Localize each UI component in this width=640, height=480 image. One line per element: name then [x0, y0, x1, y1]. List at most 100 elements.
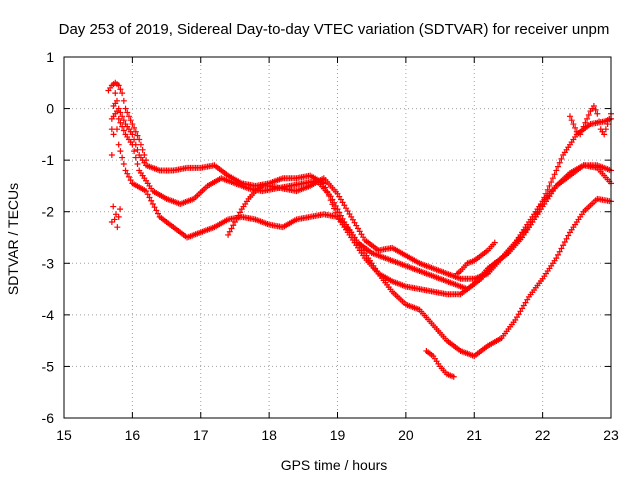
chart-title: Day 253 of 2019, Sidereal Day-to-day VTE…: [59, 21, 610, 38]
x-tick-label: 17: [193, 427, 209, 443]
data-point: [592, 106, 599, 113]
data-point: [114, 224, 121, 231]
series-track-6: [108, 203, 124, 231]
data-point: [555, 163, 562, 170]
data-point: [120, 161, 127, 168]
data-point: [113, 126, 120, 133]
data-point: [604, 121, 611, 128]
x-tick-label: 23: [603, 427, 619, 443]
data-point: [568, 117, 575, 124]
data-point: [334, 206, 341, 213]
data-point: [117, 86, 124, 93]
y-tick-label: -5: [42, 358, 55, 374]
data-point: [596, 118, 603, 125]
y-axis-label: SDTVAR / TECUs: [5, 183, 21, 295]
data-point: [119, 113, 126, 120]
y-tick-label: -1: [42, 152, 55, 168]
data-point: [336, 209, 343, 216]
x-tick-label: 20: [398, 427, 414, 443]
data-point: [556, 248, 563, 255]
data-point: [577, 131, 584, 138]
data-point: [226, 228, 233, 235]
data-point: [120, 127, 127, 134]
data-point: [136, 136, 143, 143]
data-point: [231, 219, 238, 226]
x-tick-label: 22: [535, 427, 551, 443]
data-point: [320, 180, 327, 187]
data-point: [132, 154, 139, 161]
data-point: [131, 136, 138, 143]
data-point: [125, 173, 132, 180]
data-point: [450, 373, 457, 380]
data-point: [124, 170, 131, 177]
data-point: [143, 157, 150, 164]
data-point: [578, 127, 585, 134]
data-point: [131, 124, 138, 131]
data-point: [225, 231, 232, 238]
data-point: [119, 90, 126, 97]
series-track-8: [454, 239, 498, 277]
data-point: [119, 154, 126, 161]
data-point: [141, 151, 148, 158]
data-point: [602, 126, 609, 133]
data-point: [110, 203, 117, 210]
data-point: [115, 82, 122, 89]
data-point: [151, 204, 158, 211]
data-point: [134, 132, 141, 139]
data-point: [110, 131, 117, 138]
data-point: [120, 117, 127, 124]
grid-lines: [64, 57, 611, 418]
data-point: [601, 131, 608, 138]
data-point: [108, 151, 115, 158]
data-point: [125, 113, 132, 120]
data-point: [584, 115, 591, 122]
data-point: [124, 109, 131, 116]
data-point: [117, 206, 124, 213]
y-tick-label: -6: [42, 410, 55, 426]
data-point: [129, 121, 136, 128]
x-tick-label: 21: [466, 427, 482, 443]
y-tick-label: 0: [46, 101, 54, 117]
data-point: [127, 117, 134, 124]
data-point: [129, 141, 136, 148]
series-track-3: [108, 110, 614, 360]
data-point: [134, 146, 141, 153]
data-point: [565, 232, 572, 239]
series-track-7: [423, 347, 457, 380]
data-point: [585, 112, 592, 119]
data-point: [111, 216, 118, 223]
data-point: [122, 105, 129, 112]
data-point: [132, 128, 139, 135]
data-point: [117, 109, 124, 116]
data-point: [230, 222, 237, 229]
data-point: [131, 148, 138, 155]
data-point: [115, 115, 122, 122]
data-point: [553, 167, 560, 174]
data-point: [546, 182, 553, 189]
series-track-5: [225, 162, 614, 282]
data-point: [558, 245, 565, 252]
data-points: [105, 79, 614, 380]
data-point: [235, 212, 242, 219]
data-point: [553, 255, 560, 262]
data-point: [327, 193, 334, 200]
data-point: [149, 200, 156, 207]
data-point: [146, 194, 153, 201]
data-point: [153, 207, 160, 214]
data-point: [112, 100, 119, 107]
y-tick-label: -3: [42, 255, 55, 271]
data-point: [134, 161, 141, 168]
y-tick-label: 1: [46, 49, 54, 65]
series-track-9: [566, 102, 614, 138]
data-point: [582, 119, 589, 126]
data-point: [117, 148, 124, 155]
data-point: [148, 197, 155, 204]
x-axis-label: GPS time / hours: [281, 457, 388, 473]
data-point: [127, 177, 134, 184]
data-point: [155, 210, 162, 217]
series-track-1: [108, 90, 614, 298]
series-track-4: [105, 79, 150, 164]
data-point: [491, 239, 498, 246]
data-point: [572, 124, 579, 131]
